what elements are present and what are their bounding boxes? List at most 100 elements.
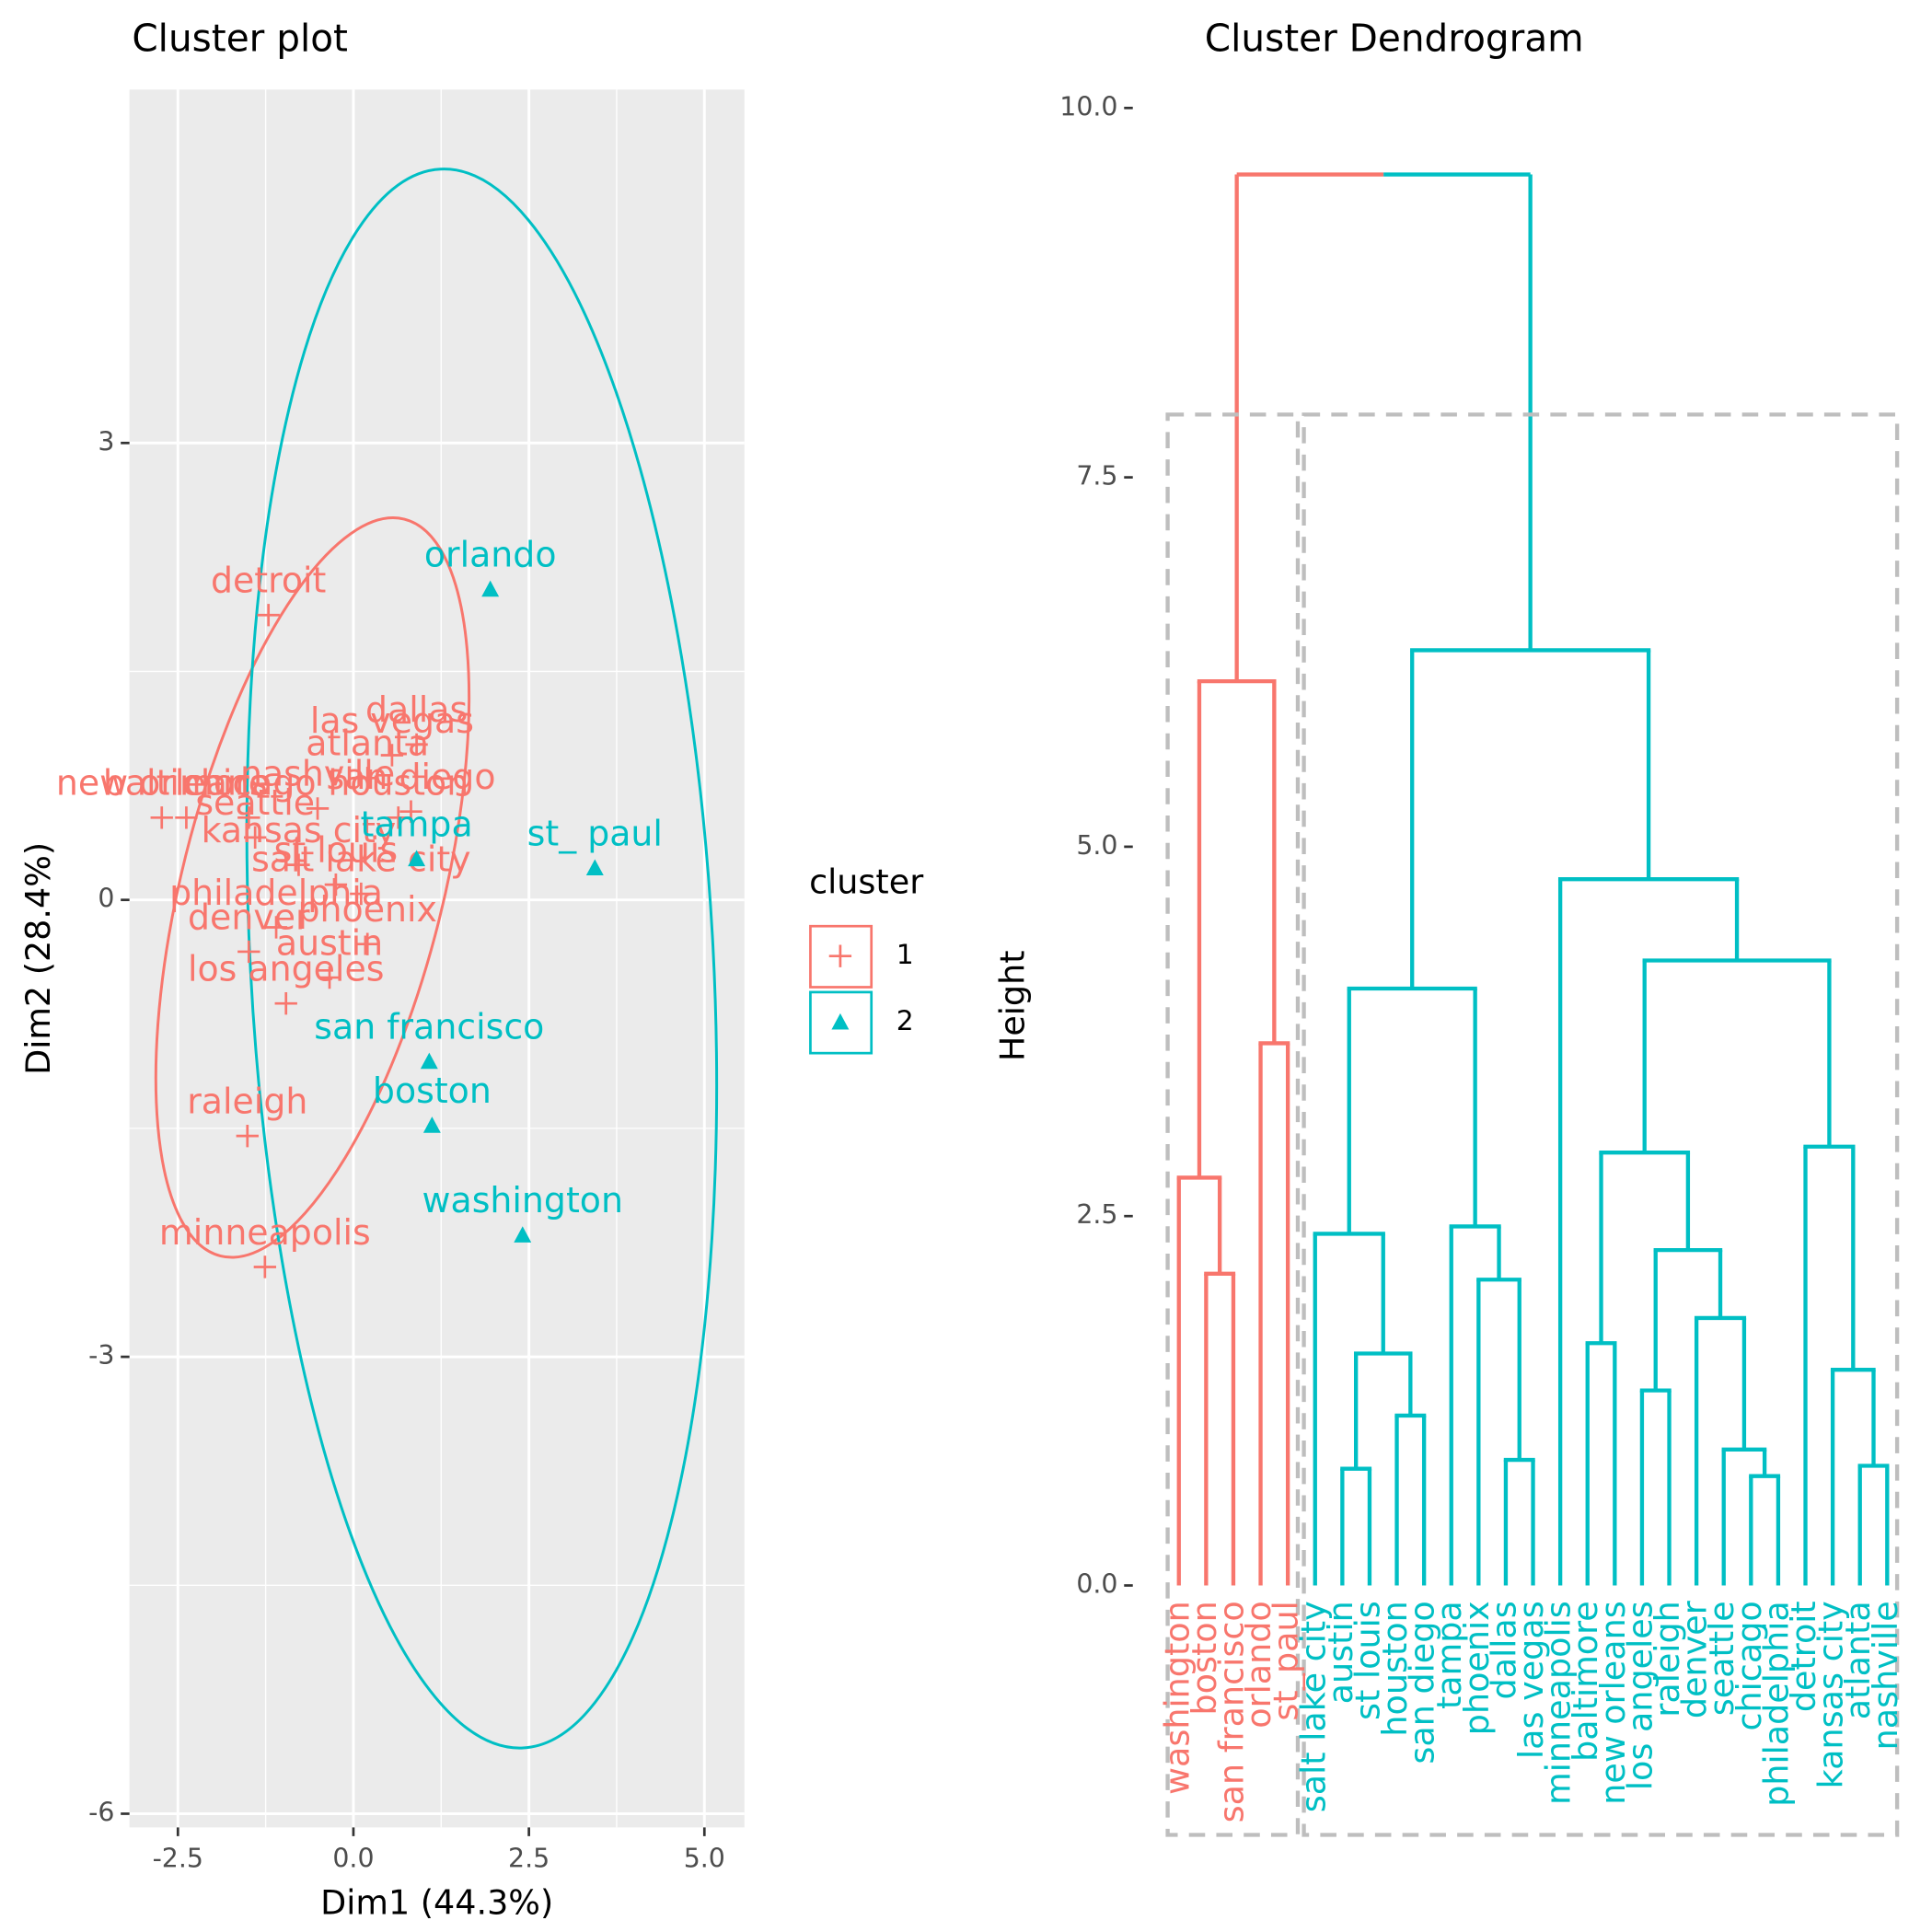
leaf-label: nashville (1866, 1601, 1905, 1750)
ellipses (154, 168, 719, 1750)
cluster-ellipse (154, 516, 471, 1259)
cluster-box (1165, 412, 1301, 1837)
leaf-label: atlanta (1838, 1601, 1878, 1719)
leaf-label: boston (1185, 1601, 1224, 1715)
point (236, 1124, 259, 1148)
leaf-label: phoenix (1457, 1601, 1497, 1735)
leaf-label: new orleans (1593, 1601, 1633, 1805)
leaf-label: baltimore (1566, 1601, 1605, 1762)
point (253, 1255, 277, 1278)
point (175, 806, 198, 829)
point-label: philadelphia (169, 873, 383, 913)
y-tick-label: 5.0 (1076, 830, 1117, 861)
point-label: baltimore (103, 763, 270, 804)
point-label: nashville (240, 754, 395, 794)
point (244, 826, 267, 850)
point (514, 1226, 532, 1243)
point-label: san francisco (314, 1006, 544, 1047)
point (264, 916, 288, 939)
point (405, 733, 428, 757)
point-label: raleigh (187, 1081, 307, 1121)
leaf-label: kansas city (1811, 1601, 1851, 1788)
chart-title: Cluster plot (132, 17, 348, 61)
grid (129, 89, 745, 1828)
point (318, 966, 341, 989)
point (324, 873, 348, 897)
leaf-label: austin (1321, 1601, 1360, 1704)
leaf-label: salt lake city (1293, 1601, 1333, 1812)
point-label: st_ paul (527, 813, 663, 853)
leaf-label: washington (1157, 1601, 1197, 1795)
legend-title: cluster (809, 862, 923, 902)
y-tick-label: -6 (88, 1798, 114, 1828)
y-tick-label: 2.5 (1076, 1199, 1117, 1230)
point-label: washington (422, 1180, 623, 1221)
x-tick-label: 0.0 (332, 1844, 374, 1874)
point (481, 580, 500, 597)
leaf-label: houston (1375, 1601, 1415, 1736)
point (422, 1116, 441, 1133)
point-label: phoenix (298, 889, 437, 930)
y-axis-label: Height (993, 950, 1033, 1061)
point-label: salt lake city (251, 839, 471, 879)
legend-symbol (831, 1012, 850, 1030)
point (150, 806, 173, 829)
point (356, 767, 379, 790)
leaf-label: denver (1675, 1601, 1715, 1718)
point-label: new orleans (56, 763, 268, 804)
leaf-label: las vegas (1511, 1601, 1551, 1759)
point (408, 850, 426, 867)
point-label: seattle (195, 782, 315, 823)
y-tick-label: 0 (98, 884, 114, 914)
leaf-label: seattle (1702, 1601, 1741, 1716)
point-label: dallas (365, 689, 468, 730)
point (350, 882, 373, 906)
leaf-label: st_paul (1267, 1601, 1306, 1720)
leaf-label: los angeles (1620, 1601, 1660, 1790)
y-tick-label: 0.0 (1076, 1569, 1117, 1600)
x-axis-label: Dim1 (44.3%) (320, 1883, 553, 1923)
point-label: st louis (274, 829, 399, 870)
point (257, 604, 280, 627)
y-tick-label: 10.0 (1059, 91, 1117, 121)
leaf-label: orlando (1239, 1601, 1278, 1728)
point-label: detroit (211, 561, 326, 601)
leaf-label: san diego (1403, 1601, 1442, 1764)
legend-symbol (828, 944, 852, 967)
cluster-box (1301, 412, 1900, 1837)
point-label: chicago (181, 763, 317, 804)
y-tick-label: 7.5 (1076, 461, 1117, 492)
point (274, 992, 297, 1015)
point (287, 853, 310, 876)
chart-title: Cluster Dendrogram (1205, 17, 1584, 61)
point-label: austin (276, 922, 383, 963)
legend-label: 1 (897, 939, 914, 971)
cluster-ellipse (245, 168, 719, 1750)
point-label: boston (373, 1070, 492, 1111)
point (237, 806, 260, 829)
point-label: kansas city (202, 810, 397, 850)
point (399, 800, 422, 823)
point-label: denver (188, 897, 310, 937)
point (306, 797, 330, 820)
leaf-label: philadelphia (1756, 1601, 1796, 1807)
leaf-label: chicago (1730, 1601, 1769, 1730)
y-axis-label: Dim2 (28.4%) (18, 842, 58, 1075)
legend-label: 2 (897, 1005, 914, 1037)
x-tick-label: -2.5 (153, 1844, 203, 1874)
leaf-label: minneapolis (1539, 1601, 1579, 1805)
point-label: las vegas (310, 700, 474, 741)
y-tick-label: -3 (88, 1340, 114, 1371)
y-tick-label: 3 (98, 426, 114, 457)
leaf-label: dallas (1484, 1601, 1523, 1699)
point (380, 744, 404, 767)
leaf-label: detroit (1784, 1601, 1823, 1712)
leaf-label: st louis (1348, 1601, 1387, 1720)
point (237, 940, 260, 964)
point (585, 859, 604, 876)
point (387, 806, 410, 829)
point-label: minneapolis (159, 1212, 371, 1253)
leaf-label: tampa (1429, 1601, 1469, 1709)
x-tick-label: 2.5 (508, 1844, 550, 1874)
